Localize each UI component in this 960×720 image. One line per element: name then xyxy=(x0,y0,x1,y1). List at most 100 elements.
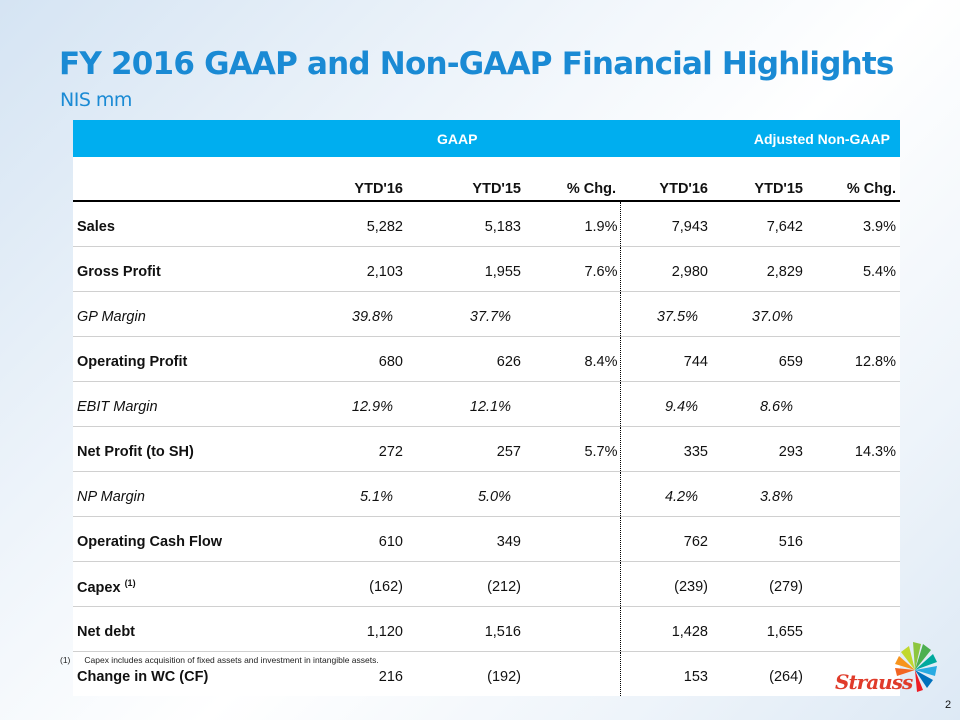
cell-value xyxy=(807,381,900,427)
cell-value xyxy=(525,381,621,427)
cell-value xyxy=(807,561,900,607)
cell-value: 3.9% xyxy=(807,201,900,247)
row-label: Gross Profit xyxy=(73,246,283,292)
row-label: Operating Cash Flow xyxy=(73,516,283,562)
table-row: Change in WC (CF) 216 (192) 153 (264) xyxy=(73,651,900,697)
cell-value xyxy=(525,651,621,696)
column-header-gaap-ytd15: YTD'15 xyxy=(407,157,525,202)
cell-value: 659 xyxy=(712,336,807,382)
row-label: Net debt xyxy=(73,606,283,652)
slide-title: FY 2016 GAAP and Non-GAAP Financial High… xyxy=(59,46,894,82)
cell-value: 626 xyxy=(407,336,525,382)
column-header-gaap-ytd16: YTD'16 xyxy=(283,157,407,202)
cell-value: 257 xyxy=(407,426,525,472)
cell-value: 153 xyxy=(683,669,708,685)
cell-value: 1,955 xyxy=(407,246,525,292)
cell-value: 335 xyxy=(620,426,712,472)
group-header-non-gaap: Adjusted Non-GAAP xyxy=(753,131,890,147)
cell-value: 39.8% xyxy=(283,291,407,337)
page-number: 2 xyxy=(945,699,952,711)
table-row: Operating Cash Flow 610 349 762 516 xyxy=(73,516,900,562)
footnote-text: Capex includes acquisition of fixed asse… xyxy=(84,655,379,665)
cell-value xyxy=(807,516,900,562)
cell-value: (239) xyxy=(620,561,712,607)
cell-value: 8.6% xyxy=(712,381,807,427)
cell-value: 7,943 xyxy=(620,201,712,247)
cell-value: 5.1% xyxy=(283,471,407,517)
cell-value: 5,183 xyxy=(407,201,525,247)
row-label: Change in WC (CF) xyxy=(73,652,283,697)
row-label-text: Change in WC (CF) xyxy=(77,669,209,685)
cell-value xyxy=(525,561,621,607)
cell-value xyxy=(525,606,621,652)
column-header-nongaap-chg: % Chg. xyxy=(807,157,900,202)
row-label: EBIT Margin xyxy=(73,381,283,427)
cell-value: 272 xyxy=(283,426,407,472)
cell-value: 349 xyxy=(407,516,525,562)
table-row: EBIT Margin 12.9% 12.1% 9.4% 8.6% xyxy=(73,381,900,427)
row-label-text: Net debt xyxy=(77,624,135,640)
cell-value: 7,642 xyxy=(712,201,807,247)
cell-value: 762 xyxy=(620,516,712,562)
cell-value: 12.1% xyxy=(407,381,525,427)
cell-value: 744 xyxy=(620,336,712,382)
row-label-text: Operating Profit xyxy=(77,354,188,370)
row-label-text: Capex xyxy=(77,580,121,596)
cell-value: 1,120 xyxy=(283,606,407,652)
cell-value: 5.7% xyxy=(525,426,621,472)
column-header-row: YTD'16 YTD'15 % Chg. YTD'16 YTD'15 % Chg… xyxy=(73,157,900,202)
cell-value: 9.4% xyxy=(620,381,712,427)
row-label: Net Profit (to SH) xyxy=(73,426,283,472)
row-label-text: Operating Cash Flow xyxy=(77,534,223,550)
footnote-reference: (1) xyxy=(124,578,136,588)
cell-value: 37.7% xyxy=(407,291,525,337)
cell-value: 8.4% xyxy=(525,336,621,382)
row-label: Sales xyxy=(73,201,283,247)
logo-text: Strauss xyxy=(835,670,913,694)
cell-value xyxy=(807,291,900,337)
flower-burst-icon xyxy=(895,642,937,692)
cell-value: 5,282 xyxy=(283,201,407,247)
cell-value: 516 xyxy=(712,516,807,562)
cell-value: (192) xyxy=(487,669,521,685)
cell-value: 5.0% xyxy=(407,471,525,517)
cell-value: 37.0% xyxy=(712,291,807,337)
cell-value xyxy=(525,471,621,517)
cell-value: (212) xyxy=(407,561,525,607)
column-header-nongaap-ytd16: YTD'16 xyxy=(620,157,712,202)
table-row: Operating Profit 680 626 8.4% 744 659 12.8% xyxy=(73,336,900,382)
group-header-gaap: GAAP xyxy=(437,131,478,147)
cell-value: 4.2% xyxy=(620,471,712,517)
cell-value: 7.6% xyxy=(525,246,621,292)
column-header-nongaap-ytd15: YTD'15 xyxy=(712,157,807,202)
cell-value: 12.8% xyxy=(807,336,900,382)
row-label-text: Net Profit (to SH) xyxy=(77,444,194,460)
table-row: Gross Profit 2,103 1,955 7.6% 2,980 2,829 5.4% xyxy=(73,246,900,292)
row-label-text: Sales xyxy=(77,219,115,235)
cell-value: (264) xyxy=(769,669,803,685)
cell-value: 610 xyxy=(283,516,407,562)
row-label: GP Margin xyxy=(73,291,283,337)
cell-value: 216 xyxy=(378,669,403,685)
table-row: Sales 5,282 5,183 1.9% 7,943 7,642 3.9% xyxy=(73,201,900,247)
row-label-text: NP Margin xyxy=(77,489,145,505)
cell-value: 1,655 xyxy=(712,606,807,652)
slide-subtitle: NIS mm xyxy=(60,89,132,111)
cell-value: 3.8% xyxy=(712,471,807,517)
cell-value xyxy=(525,291,621,337)
table-row: Net debt 1,120 1,516 1,428 1,655 xyxy=(73,606,900,652)
cell-value: 5.4% xyxy=(807,246,900,292)
table-row: Net Profit (to SH) 272 257 5.7% 335 293 14.3% xyxy=(73,426,900,472)
cell-value: 680 xyxy=(283,336,407,382)
cell-value: 2,829 xyxy=(712,246,807,292)
cell-value: 2,980 xyxy=(620,246,712,292)
financial-highlights-table: GAAP Adjusted Non-GAAP YTD'16 YTD'15 % C… xyxy=(73,120,900,696)
footnote-marker: (1) xyxy=(60,655,71,665)
row-label: NP Margin xyxy=(73,471,283,517)
column-header-gaap-chg: % Chg. xyxy=(525,157,620,202)
column-header-label xyxy=(73,157,283,202)
cell-value: 1,428 xyxy=(620,606,712,652)
row-label: Operating Profit xyxy=(73,336,283,382)
cell-value: 293 xyxy=(712,426,807,472)
row-label: Capex (1) xyxy=(73,561,283,607)
